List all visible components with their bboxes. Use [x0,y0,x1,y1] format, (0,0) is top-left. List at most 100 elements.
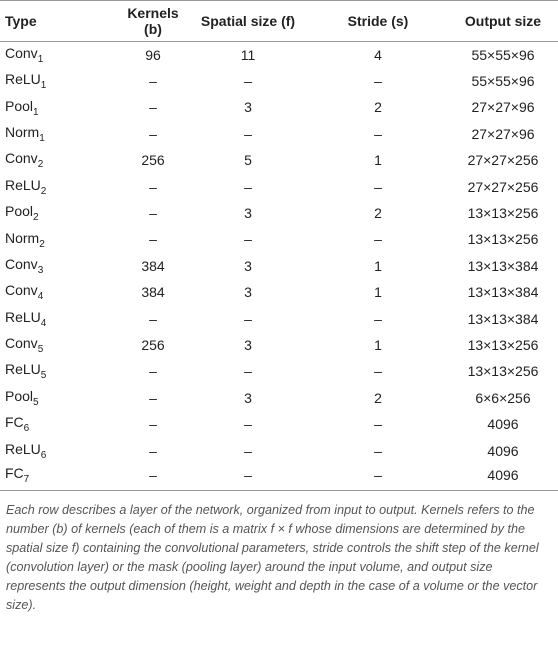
output-cell: 4096 [487,466,519,483]
layer-type: FC [5,464,24,481]
type-cell: Conv2 [0,147,118,173]
layer-index: 5 [40,370,47,382]
layer-type: Pool [5,203,34,220]
stride-cell: 1 [374,257,382,274]
table-row: Conv3 384 3 1 13×13×384 [0,253,558,279]
stride-cell: – [374,178,382,195]
type-cell: Conv5 [0,332,118,358]
kernels-cell: – [149,466,157,483]
layer-type: Norm [5,229,40,246]
kernels-cell: – [149,73,157,90]
type-cell: ReLU5 [0,358,118,384]
layer-type: Conv [5,255,38,272]
table-row: Conv5 256 3 1 13×13×256 [0,332,558,358]
kernels-cell: 96 [145,46,161,63]
output-cell: 27×27×256 [467,178,539,195]
layer-index: 3 [37,264,44,276]
kernels-cell: – [149,389,157,406]
spatial-cell: 5 [244,152,252,169]
spatial-cell: – [244,73,252,90]
type-cell: Conv3 [0,253,118,279]
layer-type: Pool [5,387,34,404]
output-cell: 13×13×384 [467,310,539,327]
spatial-cell: 3 [244,205,252,222]
stride-cell: – [374,466,382,483]
layer-index: 1 [37,53,44,65]
kernels-cell: – [149,231,157,248]
output-cell: 27×27×96 [471,99,535,116]
table-row: ReLU2 – – – 27×27×256 [0,173,558,199]
kernels-cell: 256 [141,336,165,353]
kernels-cell: 384 [141,257,165,274]
type-cell: ReLU4 [0,305,118,331]
table-row: Pool1 – 3 2 27×27×96 [0,94,558,120]
layer-type: ReLU [5,71,41,88]
output-cell: 4096 [487,416,519,433]
table-row: FC7 – – – 4096 [0,464,558,490]
kernels-cell: – [149,178,157,195]
spatial-cell: 3 [244,257,252,274]
layer-type: Conv [5,335,38,352]
type-cell: ReLU2 [0,173,118,199]
spatial-cell: – [244,466,252,483]
type-cell: Norm2 [0,226,118,252]
spatial-cell: – [244,178,252,195]
layer-index: 1 [33,106,39,118]
table-row: Pool5 – 3 2 6×6×256 [0,385,558,411]
layer-index: 2 [39,238,45,250]
column-header: Spatial size (f) [200,13,296,29]
kernels-cell: 384 [141,284,165,301]
stride-cell: – [374,416,382,433]
spatial-cell: 11 [240,46,256,63]
table-caption: Each row describes a layer of the networ… [6,502,539,612]
stride-cell: 2 [374,99,382,116]
table-row: Conv4 384 3 1 13×13×384 [0,279,558,305]
layer-type: Norm [5,123,40,140]
layer-table: Type Kernels (b) Spatial size (f) Stride (s… [0,0,558,491]
stride-cell: 1 [374,336,382,353]
column-header: Stride (s) [347,13,409,29]
spatial-cell: – [244,125,252,142]
table-row: ReLU6 – – – 4096 [0,437,558,463]
layer-type: ReLU [5,361,41,378]
type-cell: ReLU6 [0,437,118,463]
kernels-cell: – [149,125,157,142]
output-cell: 27×27×256 [467,152,539,169]
table-row: Norm1 – – – 27×27×96 [0,121,558,147]
layer-type: Conv [5,45,38,62]
type-cell: Conv4 [0,279,118,305]
layer-type: FC [5,414,24,431]
layer-type: Conv [5,282,38,299]
layer-type: Conv [5,150,38,167]
kernels-cell: – [149,205,157,222]
table-body: Conv1 96 11 4 55×55×96 ReLU1– – –55×55×96 Pool1–… [0,42,558,491]
layer-index: 2 [37,159,44,171]
layer-index: 6 [23,423,30,435]
layer-index: 4 [37,291,44,303]
stride-cell: 1 [374,152,382,169]
stride-cell: – [374,73,382,90]
output-cell: 55×55×96 [471,46,535,63]
table-row: FC6 – – – 4096 [0,411,558,437]
stride-cell: 2 [374,205,382,222]
column-header: Output size [464,13,542,29]
layer-type: ReLU [5,308,41,325]
table-row: ReLU4 – – – 13×13×384 [0,305,558,331]
spatial-cell: – [244,310,252,327]
layer-type: Pool [5,97,34,114]
type-cell: Pool1 [0,94,118,120]
stride-cell: – [374,442,382,459]
layer-index: 2 [40,185,47,197]
output-cell: 27×27×96 [471,125,535,142]
layer-index: 7 [23,473,30,485]
stride-cell: – [374,310,382,327]
layer-index: 4 [40,317,47,329]
layer-index: 6 [40,449,47,461]
type-cell: Pool5 [0,385,118,411]
layer-index: 2 [33,211,39,223]
kernels-cell: – [149,99,157,116]
kernels-cell: – [149,442,157,459]
layer-type: ReLU [5,440,41,457]
table-row: ReLU5 – – – 13×13×256 [0,358,558,384]
output-cell: 13×13×256 [467,336,539,353]
